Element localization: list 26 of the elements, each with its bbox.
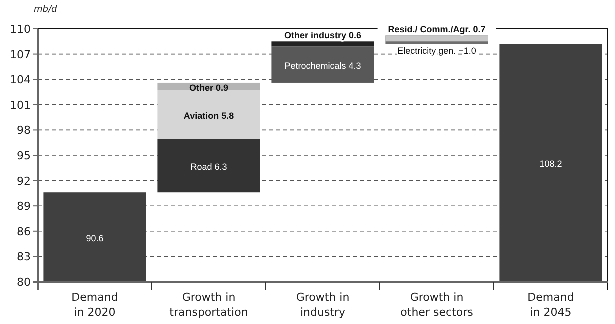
x-tick-label: Growth in transportation [170, 291, 248, 319]
data-label: Other 0.9 [189, 82, 229, 93]
y-tick-label: 80 [17, 276, 31, 289]
data-label: Resid./ Comm./Agr. 0.7 [388, 24, 486, 35]
y-tick-label: 107 [10, 48, 31, 62]
x-tick-label: Growth in industry [296, 291, 350, 319]
y-tick-label: 89 [17, 200, 31, 214]
y-tick-label: 92 [17, 174, 31, 188]
x-tick-label: Growth in other sectors [400, 291, 474, 319]
y-tick-label: 98 [17, 124, 31, 138]
x-tick-label: Demand in 2045 [528, 291, 574, 319]
y-tick-label: 101 [10, 98, 31, 112]
y-tick-label: 104 [10, 74, 31, 87]
data-label: Road 6.3 [190, 162, 228, 172]
data-label: Electricity gen. −1.0 [398, 46, 476, 56]
data-label: Aviation 5.8 [184, 111, 234, 122]
y-tick-label: 86 [17, 225, 31, 238]
x-tick-label: Demand in 2020 [72, 291, 118, 319]
data-label: Petrochemicals 4.3 [284, 60, 362, 71]
y-tick-label: 95 [17, 150, 31, 162]
y-tick-label: 83 [17, 250, 31, 264]
data-label: 90.6 [86, 233, 104, 244]
y-tick-label: 110 [10, 23, 31, 36]
data-label: 108.2 [540, 159, 562, 170]
y-axis-title: mb/d [34, 5, 58, 15]
data-label: Other industry 0.6 [284, 30, 362, 41]
